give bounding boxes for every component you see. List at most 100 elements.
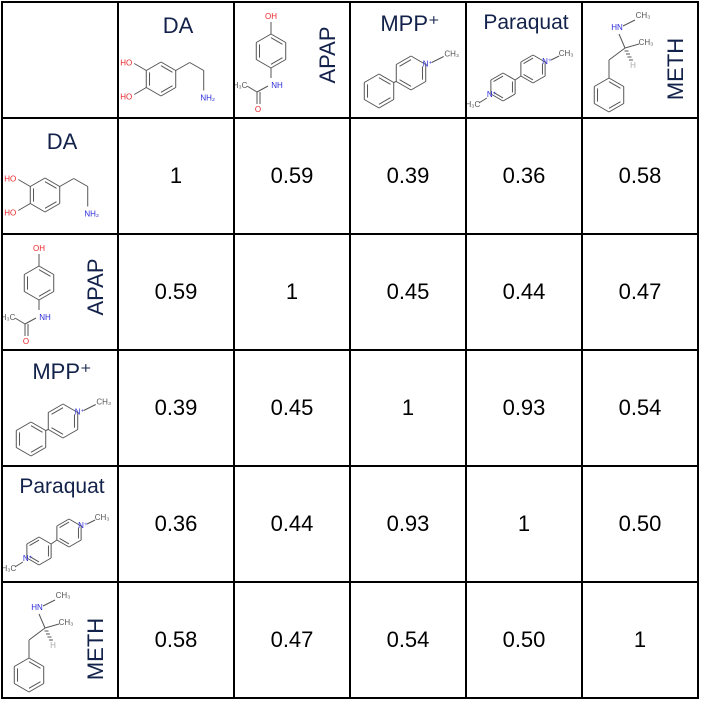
bond bbox=[26, 536, 40, 545]
similarity-value: 0.59 bbox=[233, 117, 351, 235]
molecule-structure-paraquat: Paraquat N⁺ H₃C N⁺ CH₃ bbox=[3, 475, 110, 573]
similarity-matrix: DA HO HO NH₂ APAP OH NH O H₃C MPP⁺ N⁺ CH₃ Paraquat N⁺… bbox=[1, 1, 699, 699]
hydrogen-label: H bbox=[50, 641, 56, 650]
bond bbox=[48, 429, 64, 439]
bond bbox=[28, 657, 44, 667]
bond bbox=[520, 54, 534, 63]
bond bbox=[146, 61, 162, 71]
similarity-value: 0.59 bbox=[117, 233, 235, 351]
bond bbox=[62, 403, 78, 413]
bond bbox=[24, 317, 37, 325]
molecule-name: Paraquat bbox=[19, 475, 104, 498]
bond bbox=[270, 59, 286, 69]
bond bbox=[478, 97, 488, 104]
bond bbox=[160, 87, 176, 97]
bond bbox=[30, 425, 43, 433]
molecule-name: METH bbox=[663, 38, 688, 100]
bond bbox=[38, 289, 51, 297]
molecule-name: MPP⁺ bbox=[32, 359, 91, 384]
molecule-structure-mpp: MPP⁺ N⁺ CH₃ bbox=[363, 11, 459, 109]
bond bbox=[83, 404, 96, 411]
bond bbox=[44, 181, 57, 189]
methyl-label: H₃C bbox=[235, 81, 248, 90]
bond bbox=[523, 57, 534, 64]
methyl-label: CH₃ bbox=[95, 513, 110, 522]
bond bbox=[378, 77, 391, 85]
molecule-structure-apap: APAP OH NH O H₃C bbox=[3, 244, 108, 346]
similarity-value: 0.50 bbox=[465, 581, 583, 699]
bond bbox=[493, 75, 504, 82]
bond bbox=[523, 74, 534, 81]
hydroxyl-label: HO bbox=[120, 59, 132, 68]
methyl-label: H₃C bbox=[3, 313, 16, 322]
amine-label: NH₂ bbox=[200, 94, 215, 103]
similarity-value: 0.36 bbox=[465, 117, 583, 235]
bond bbox=[38, 291, 54, 301]
similarity-value: 0.93 bbox=[465, 349, 583, 467]
molecule-structure-apap: APAP OH NH O H₃C bbox=[235, 12, 340, 114]
bond bbox=[26, 557, 40, 566]
bond bbox=[520, 75, 534, 84]
bond bbox=[30, 203, 46, 213]
methyl-label: H₃C bbox=[467, 100, 481, 109]
pyridinium-n-label: N⁺ bbox=[23, 554, 33, 563]
similarity-value: 1 bbox=[465, 465, 583, 583]
bond bbox=[16, 421, 32, 431]
hydrogen-label: H bbox=[630, 61, 636, 70]
row-header-meth: METH HN CH₃ CH₃ H bbox=[1, 581, 119, 699]
bond bbox=[256, 33, 272, 43]
bond bbox=[608, 77, 624, 87]
pyridinium-n-label: N⁺ bbox=[78, 521, 88, 530]
similarity-value: 0.45 bbox=[349, 233, 467, 351]
bond bbox=[50, 539, 58, 545]
bond bbox=[14, 561, 24, 568]
bond bbox=[256, 59, 272, 69]
bond bbox=[532, 75, 546, 84]
similarity-value: 0.47 bbox=[233, 581, 351, 699]
hydroxyl-label: OH bbox=[265, 12, 277, 21]
bond bbox=[28, 681, 41, 689]
methyl-label: CH₃ bbox=[444, 50, 459, 59]
methyl-label: CH₃ bbox=[559, 49, 574, 58]
bond bbox=[16, 447, 32, 457]
bond bbox=[175, 62, 190, 71]
bond bbox=[532, 54, 546, 63]
bond bbox=[493, 92, 504, 99]
bond bbox=[431, 56, 444, 63]
bond bbox=[44, 203, 60, 213]
similarity-value: 1 bbox=[349, 349, 467, 467]
bond bbox=[29, 539, 40, 546]
bond bbox=[30, 421, 46, 431]
row-header-paraquat: Paraquat N⁺ H₃C N⁺ CH₃ bbox=[1, 465, 119, 583]
bond bbox=[86, 519, 96, 525]
bond bbox=[38, 613, 46, 629]
bond bbox=[608, 81, 621, 89]
similarity-value: 0.54 bbox=[581, 349, 699, 467]
bond bbox=[38, 557, 52, 566]
molecule-structure-da: DA HO HO NH₂ bbox=[120, 13, 215, 103]
bond bbox=[38, 269, 51, 277]
bond bbox=[393, 81, 397, 83]
bond bbox=[62, 429, 78, 439]
bond bbox=[608, 103, 624, 113]
column-header-meth: METH HN CH₃ CH₃ H bbox=[581, 1, 699, 119]
bond bbox=[44, 201, 57, 209]
molecule-name: DA bbox=[47, 129, 78, 154]
bond bbox=[28, 683, 44, 693]
similarity-value: 1 bbox=[233, 233, 351, 351]
column-header-da: DA HO HO NH₂ bbox=[117, 1, 235, 119]
amine-label: HN bbox=[611, 23, 623, 32]
bond bbox=[378, 73, 394, 83]
row-header-apap: APAP OH NH O H₃C bbox=[1, 233, 119, 351]
bond bbox=[410, 81, 426, 91]
bond bbox=[490, 93, 504, 102]
bond bbox=[246, 85, 258, 93]
similarity-value: 0.58 bbox=[581, 117, 699, 235]
amine-label: NH₂ bbox=[84, 210, 99, 219]
row-header-mpp: MPP⁺ N⁺ CH₃ bbox=[1, 349, 119, 467]
bond bbox=[399, 79, 412, 87]
pyridinium-n-label: N⁺ bbox=[423, 60, 433, 69]
bond bbox=[24, 265, 40, 275]
molecule-structure-meth: METH HN CH₃ CH₃ H bbox=[13, 591, 108, 693]
similarity-value: 0.44 bbox=[233, 465, 351, 583]
